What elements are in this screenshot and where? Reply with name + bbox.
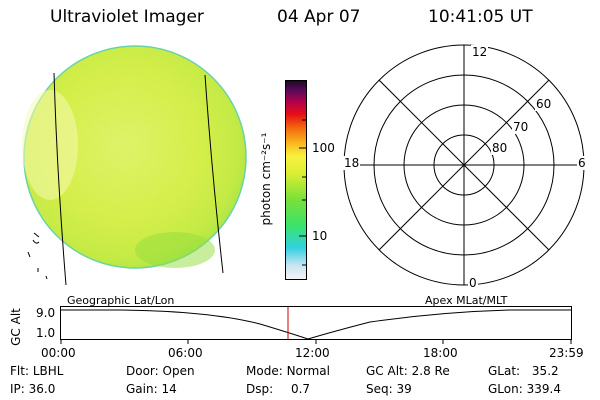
earth-disk-texture bbox=[25, 47, 245, 267]
timeline-x-tick-1800: 18:00 bbox=[423, 346, 458, 360]
dsp-value: 0.7 bbox=[290, 382, 311, 396]
ip-value: 36.0 bbox=[28, 382, 56, 396]
color-scale-gradient bbox=[285, 80, 307, 280]
color-scale-bar bbox=[285, 80, 307, 280]
gc-altitude-timeline[interactable] bbox=[60, 306, 574, 346]
dsp-label: Dsp: bbox=[246, 382, 274, 396]
dsp-readout: Dsp: 0.7 bbox=[246, 382, 310, 396]
ip-label: IP: bbox=[10, 382, 25, 396]
instrument-title: Ultraviolet Imager bbox=[50, 7, 204, 27]
color-scale-tick-100: 100 bbox=[312, 141, 335, 155]
limb-fragments bbox=[27, 232, 48, 280]
gain-label: Gain: bbox=[126, 382, 158, 396]
left-meridian-line bbox=[53, 72, 67, 286]
timeline-frame bbox=[60, 306, 572, 340]
timeline-y-tick-max: 9.0 bbox=[36, 306, 56, 320]
filter-value: LBHL bbox=[32, 364, 64, 378]
mode-label: Mode: bbox=[246, 364, 283, 378]
timeline-y-axis-label: GC Alt bbox=[9, 308, 23, 346]
timeline-x-ticks bbox=[60, 339, 572, 344]
door-readout: Door: Open bbox=[126, 364, 195, 378]
timeline-x-tick-0000: 00:00 bbox=[41, 346, 76, 360]
glon-readout: GLon: 339.4 bbox=[488, 382, 561, 396]
door-value: Open bbox=[162, 364, 195, 378]
mode-value: Normal bbox=[286, 364, 330, 378]
mlt-label-dusk: 18 bbox=[343, 156, 361, 170]
color-scale-tick-10: 10 bbox=[312, 229, 328, 243]
mode-readout: Mode: Normal bbox=[246, 364, 330, 378]
timeline-x-tick-1200: 12:00 bbox=[295, 346, 330, 360]
gc-alt-readout: GC Alt: 2.8 Re bbox=[366, 364, 450, 378]
polar-diagonal-2 bbox=[378, 79, 550, 251]
glon-label: GLon: bbox=[488, 382, 523, 396]
gc-alt-value: 2.8 Re bbox=[411, 364, 450, 378]
timeline-x-tick-0600: 06:00 bbox=[168, 346, 203, 360]
dim-region bbox=[135, 232, 215, 268]
mlat-label-80: 80 bbox=[491, 141, 509, 155]
polar-mlat-mlt-plot bbox=[343, 44, 585, 286]
filter-label: Flt: bbox=[10, 364, 29, 378]
mlat-label-60: 60 bbox=[535, 97, 553, 111]
seq-value: 39 bbox=[396, 382, 412, 396]
observation-date: 04 Apr 07 bbox=[277, 7, 361, 27]
gain-readout: Gain: 14 bbox=[126, 382, 177, 396]
door-label: Door: bbox=[126, 364, 159, 378]
bright-region bbox=[22, 90, 78, 200]
color-scale-ticks bbox=[299, 119, 306, 266]
glat-value: 35.2 bbox=[531, 364, 559, 378]
geographic-label: Geographic Lat/Lon bbox=[67, 294, 175, 307]
observation-time: 10:41:05 UT bbox=[428, 7, 533, 27]
timeline-y-tick-min: 1.0 bbox=[36, 326, 56, 340]
mlt-label-noon: 12 bbox=[471, 45, 489, 59]
right-meridian-line bbox=[204, 74, 224, 274]
mlat-label-70: 70 bbox=[512, 120, 530, 134]
ip-readout: IP: 36.0 bbox=[10, 382, 55, 396]
glat-readout: GLat: 35.2 bbox=[488, 364, 559, 378]
uv-earth-image bbox=[22, 45, 247, 286]
glat-label: GLat: bbox=[488, 364, 521, 378]
color-scale-unit-label: photon cm⁻²s⁻¹ bbox=[259, 132, 273, 226]
seq-label: Seq: bbox=[366, 382, 393, 396]
gc-alt-label: GC Alt: bbox=[366, 364, 408, 378]
gain-value: 14 bbox=[161, 382, 177, 396]
mlt-label-dawn: 6 bbox=[577, 156, 587, 170]
mlt-label-midnight: 0 bbox=[468, 276, 478, 290]
filter-readout: Flt: LBHL bbox=[10, 364, 63, 378]
gc-altitude-curve bbox=[61, 309, 571, 340]
glon-value: 339.4 bbox=[526, 382, 561, 396]
seq-readout: Seq: 39 bbox=[366, 382, 412, 396]
apex-label: Apex MLat/MLT bbox=[425, 294, 508, 307]
timeline-x-tick-2359: 23:59 bbox=[549, 346, 584, 360]
